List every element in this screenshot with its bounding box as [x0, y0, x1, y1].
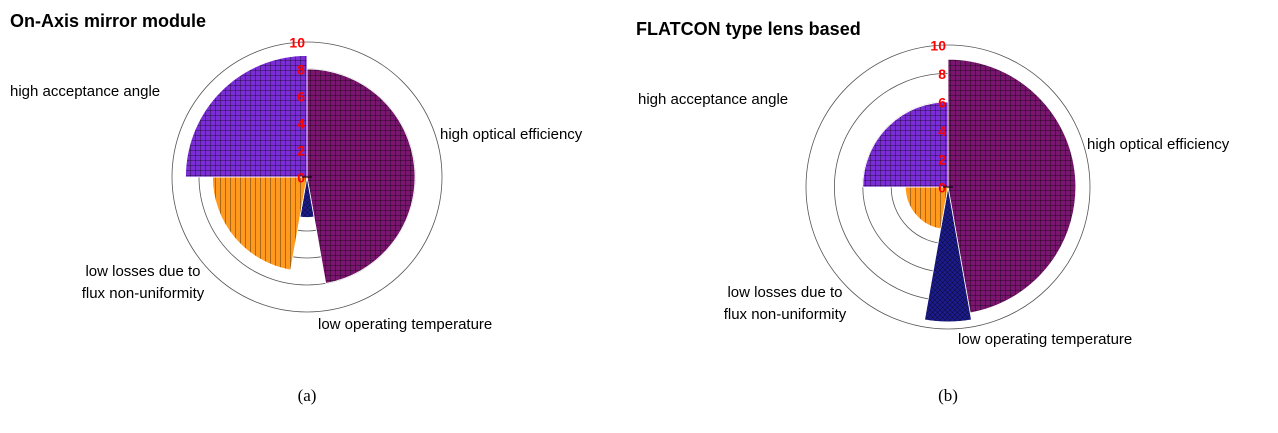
sector [862, 101, 949, 188]
r-tick-label: 4 [297, 116, 305, 132]
sector [947, 58, 1077, 314]
sector [306, 68, 416, 284]
sector [904, 186, 949, 230]
category-label: high acceptance angle [638, 91, 788, 108]
category-label: flux non-uniformity [724, 306, 847, 323]
grid-circle [171, 41, 443, 313]
r-tick-label: 10 [930, 38, 946, 54]
category-label: high optical efficiency [1087, 136, 1230, 153]
r-tick-label: 0 [297, 170, 305, 186]
category-label: low losses due to [727, 284, 842, 301]
category-label: high optical efficiency [440, 126, 583, 143]
r-tick-label: 6 [297, 89, 305, 105]
sector [212, 176, 308, 271]
caption: (b) [938, 386, 958, 405]
r-tick-label: 8 [297, 62, 305, 78]
category-label: low operating temperature [318, 316, 492, 333]
category-label: flux non-uniformity [82, 285, 205, 302]
r-tick-label: 10 [289, 35, 305, 51]
r-tick-label: 2 [297, 143, 305, 159]
r-tick-label: 2 [938, 151, 946, 167]
r-tick-label: 4 [938, 123, 946, 139]
chart-title: On-Axis mirror module [10, 11, 206, 31]
caption: (a) [298, 386, 317, 405]
chart-title: FLATCON type lens based [636, 19, 861, 39]
sector [924, 186, 972, 323]
r-tick-label: 0 [938, 180, 946, 196]
sector [185, 55, 308, 178]
grid-circle [805, 44, 1091, 330]
category-label: low operating temperature [958, 331, 1132, 348]
category-label: low losses due to [85, 263, 200, 280]
r-tick-label: 8 [938, 66, 946, 82]
category-label: high acceptance angle [10, 83, 160, 100]
r-tick-label: 6 [938, 95, 946, 111]
